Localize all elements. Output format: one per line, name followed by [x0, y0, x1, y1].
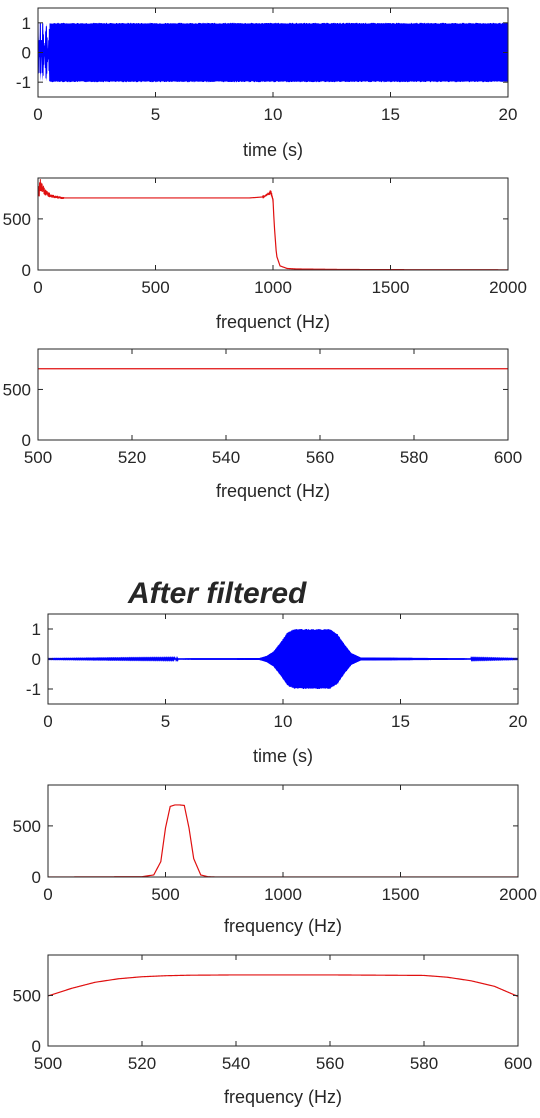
y-tick-label: -1: [26, 680, 41, 699]
x-tick-label: 600: [494, 448, 522, 467]
y-tick-label: 0: [32, 1037, 41, 1056]
series-noise-edge: [261, 190, 274, 203]
series-noise-start: [38, 179, 65, 200]
x-tick-label: 1000: [254, 278, 292, 297]
x-tick-label: 20: [499, 105, 518, 124]
chart-2: 0 500 1000 1500 2000 0 500 frequenct (Hz): [3, 177, 527, 332]
x-tick-label: 15: [381, 105, 400, 124]
x-tick-label: 5: [161, 712, 170, 731]
y-tick-label: 0: [22, 431, 31, 450]
x-tick-label: 580: [400, 448, 428, 467]
axes-box: [37, 177, 509, 271]
y-tick-label: 0: [32, 868, 41, 887]
y-tick-label: 0: [32, 650, 41, 669]
y-tick-label: 1: [22, 14, 31, 33]
x-tick-label: 580: [410, 1054, 438, 1073]
y-tick-label: -1: [16, 73, 31, 92]
x-tick-label: 520: [128, 1054, 156, 1073]
x-tick-label: 500: [141, 278, 169, 297]
x-tick-label: 540: [212, 448, 240, 467]
x-tick-label: 1500: [372, 278, 410, 297]
series-fill-1: [48, 629, 518, 689]
x-tick-label: 500: [24, 448, 52, 467]
x-tick-label: 0: [43, 712, 52, 731]
series-line-1: [48, 804, 518, 877]
axes-box: [47, 784, 519, 878]
x-tick-label: 520: [118, 448, 146, 467]
x-tick-label: 0: [33, 278, 42, 297]
x-tick-label: 0: [33, 105, 42, 124]
series-fill-1: [38, 23, 508, 82]
y-tick-label: 500: [13, 817, 41, 836]
x-axis-label: frequenct (Hz): [216, 481, 330, 501]
axes-box: [47, 954, 519, 1047]
x-tick-label: 500: [34, 1054, 62, 1073]
x-tick-label: 600: [504, 1054, 532, 1073]
x-tick-label: 560: [316, 1054, 344, 1073]
x-tick-label: 1000: [264, 885, 302, 904]
x-axis-label: frequenct (Hz): [216, 312, 330, 332]
x-axis-label: time (s): [243, 140, 303, 160]
x-tick-label: 2000: [489, 278, 527, 297]
y-tick-label: 0: [22, 261, 31, 280]
x-tick-label: 540: [222, 1054, 250, 1073]
x-tick-label: 1500: [382, 885, 420, 904]
x-tick-label: 0: [43, 885, 52, 904]
chart-5: 0 500 1000 1500 2000 0 500 frequency (Hz): [13, 784, 537, 936]
x-axis-label: frequency (Hz): [224, 1087, 342, 1107]
x-tick-label: 5: [151, 105, 160, 124]
x-tick-label: 10: [264, 105, 283, 124]
axes-box: [37, 348, 509, 441]
x-tick-label: 560: [306, 448, 334, 467]
y-tick-label: 500: [3, 210, 31, 229]
x-axis-label: time (s): [253, 746, 313, 766]
annotation-after-filtered: After filtered: [127, 577, 307, 610]
x-tick-label: 500: [151, 885, 179, 904]
y-tick-label: 0: [22, 44, 31, 63]
x-tick-label: 2000: [499, 885, 537, 904]
x-tick-label: 15: [391, 712, 410, 731]
x-tick-label: 20: [509, 712, 528, 731]
y-tick-label: 500: [13, 986, 41, 1005]
series-line-1: [38, 183, 508, 270]
x-axis-label: frequency (Hz): [224, 916, 342, 936]
y-tick-label: 1: [32, 620, 41, 639]
series-line-1: [48, 974, 518, 998]
x-tick-label: 10: [274, 712, 293, 731]
y-tick-label: 500: [3, 380, 31, 399]
